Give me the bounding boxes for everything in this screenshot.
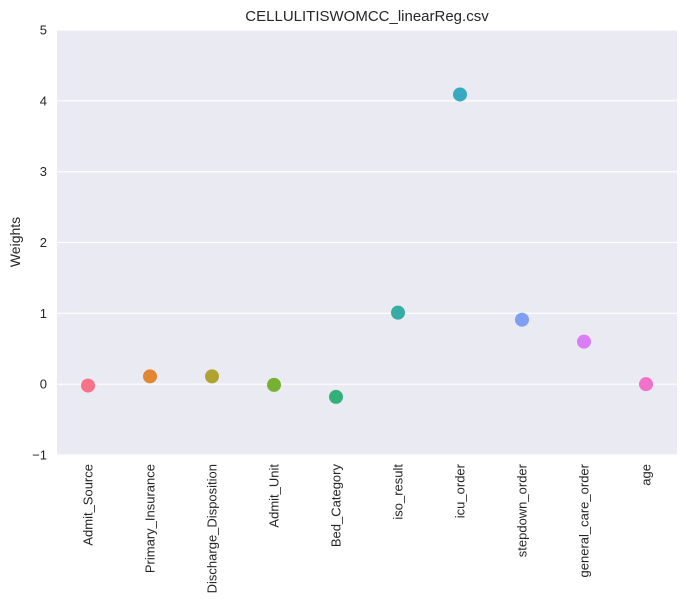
x-tick-label: Bed_Category (329, 464, 344, 548)
x-tick-label: stepdown_order (515, 463, 530, 557)
data-points (81, 87, 653, 404)
x-tick-label: general_care_order (577, 463, 592, 577)
y-tick-label: 1 (40, 306, 47, 321)
x-tick-label: iso_result (391, 464, 406, 520)
y-tick-label: 2 (40, 235, 47, 250)
point-bed-category (329, 389, 343, 404)
x-tick-label: Discharge_Disposition (205, 464, 220, 593)
point-discharge-disposition (205, 369, 219, 384)
x-tick-label: Admit_Source (81, 464, 96, 546)
chart-title: CELLULITISWOMCC_linearReg.csv (245, 8, 489, 25)
x-tick-label: Admit_Unit (267, 464, 282, 528)
x-tick-label: age (639, 464, 654, 486)
point-iso-result (391, 305, 405, 320)
point-admit-source (81, 378, 95, 393)
y-axis-ticks: −1 0 1 2 3 4 5 (32, 23, 47, 463)
y-tick-label: 0 (40, 377, 47, 392)
y-tick-label: 3 (40, 164, 47, 179)
point-icu-order (453, 87, 467, 102)
x-tick-label: icu_order (453, 463, 468, 518)
point-general-care-order (577, 334, 591, 349)
x-axis-ticks: Admit_Source Primary_Insurance Discharge_D… (81, 463, 654, 593)
x-tick-label: Primary_Insurance (143, 464, 158, 573)
point-stepdown-order (515, 312, 529, 327)
y-tick-label: 5 (40, 23, 47, 38)
y-axis-title: Weights (7, 217, 23, 267)
grid-lines (57, 29, 677, 456)
point-admit-unit (267, 377, 281, 392)
y-tick-label: 4 (40, 93, 47, 108)
y-tick-label: −1 (32, 448, 47, 463)
point-age (639, 377, 653, 392)
point-primary-insurance (143, 369, 157, 384)
